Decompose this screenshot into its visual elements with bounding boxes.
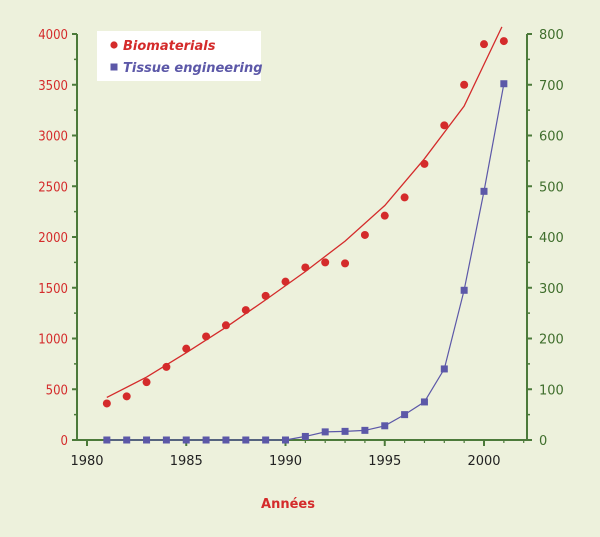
tissue-engineering-point (440, 365, 448, 373)
legend: Biomaterials Tissue engineering (97, 31, 263, 81)
tissue-engineering-point (222, 436, 230, 444)
biomaterials-point (460, 80, 469, 89)
biomaterials-point (321, 258, 330, 267)
left-tick-label: 3500 (38, 79, 68, 94)
left-tick-label: 4000 (38, 28, 68, 43)
tissue-engineering-point (361, 426, 369, 434)
tissue-engineering-point (162, 436, 170, 444)
tissue-engineering-point (103, 436, 111, 444)
right-tick-label: 300 (539, 282, 564, 297)
tissue-engineering-point (381, 422, 389, 430)
biomaterials-point (341, 259, 350, 268)
tissue-engineering-point (401, 411, 409, 419)
biomaterials-point (102, 399, 111, 408)
right-tick-label: 0 (539, 434, 547, 449)
x-tick-label: 1990 (269, 454, 302, 469)
left-tick-label: 500 (46, 383, 68, 398)
biomaterials-point (182, 344, 191, 353)
tissue-engineering-point (123, 436, 131, 444)
tissue-engineering-point (420, 398, 428, 406)
right-tick-label: 800 (539, 28, 564, 43)
biomaterials-point (400, 193, 409, 202)
tissue-engineering-line (106, 83, 505, 441)
right-tick-label: 400 (539, 231, 564, 246)
biomaterials-point (122, 392, 131, 401)
tissue-engineering-point (143, 436, 151, 444)
biomaterials-point (281, 277, 290, 286)
right-tick-label: 200 (539, 333, 564, 348)
tissue-engineering-point (202, 436, 210, 444)
biomaterials-point (380, 211, 389, 220)
tissue-engineering-point (182, 436, 190, 444)
x-tick-label: 1980 (70, 454, 103, 469)
x-axis-label: Années (261, 497, 315, 512)
tissue-engineering-point (341, 427, 349, 435)
legend-label-biomaterials: Biomaterials (123, 39, 216, 54)
tissue-engineering-point (321, 428, 329, 436)
left-tick-label: 0 (61, 434, 68, 449)
right-tick-label: 100 (539, 383, 564, 398)
tissue-engineering-point (460, 286, 468, 294)
biomaterials-point (480, 40, 488, 49)
x-tick-label: 1995 (368, 454, 401, 469)
biomaterials-point (221, 321, 230, 330)
legend-marker-tissue-engineering (110, 63, 118, 71)
left-tick-label: 3000 (38, 130, 68, 145)
biomaterials-point (301, 263, 310, 272)
biomaterials-point (261, 291, 270, 300)
tissue-engineering-point (500, 80, 508, 88)
right-tick-label: 600 (539, 130, 564, 145)
left-tick-label: 1000 (38, 333, 68, 348)
x-tick-label: 1985 (170, 454, 203, 469)
left-tick-label: 2500 (38, 180, 68, 195)
biomaterials-point (202, 332, 211, 341)
tissue-engineering-point (262, 436, 270, 444)
x-tick-label: 2000 (467, 454, 500, 469)
legend-label-tissue-engineering: Tissue engineering (123, 61, 263, 76)
biomaterials-point (241, 306, 250, 315)
tissue-engineering-point (480, 187, 488, 195)
biomaterials-point (142, 378, 151, 387)
right-tick-label: 500 (539, 180, 564, 195)
left-tick-label: 1500 (38, 282, 68, 297)
legend-box (97, 31, 261, 81)
biomaterials-trend-line (106, 26, 503, 398)
biomaterials-point (420, 159, 429, 168)
left-tick-label: 2000 (38, 231, 68, 246)
marks-layer (102, 26, 508, 444)
biomaterials-point (440, 121, 449, 130)
biomaterials-point (499, 37, 508, 46)
tissue-engineering-point (301, 432, 309, 440)
biomaterials-point (360, 230, 369, 239)
axes-layer: 0 500 1000 1500 2000 2500 3000 3500 4000 0 100 200 3… (38, 28, 564, 469)
legend-marker-biomaterials (110, 41, 118, 49)
tissue-engineering-point (242, 436, 250, 444)
biomaterials-point (162, 362, 171, 371)
right-tick-label: 700 (539, 79, 564, 94)
tissue-engineering-point (282, 436, 289, 444)
